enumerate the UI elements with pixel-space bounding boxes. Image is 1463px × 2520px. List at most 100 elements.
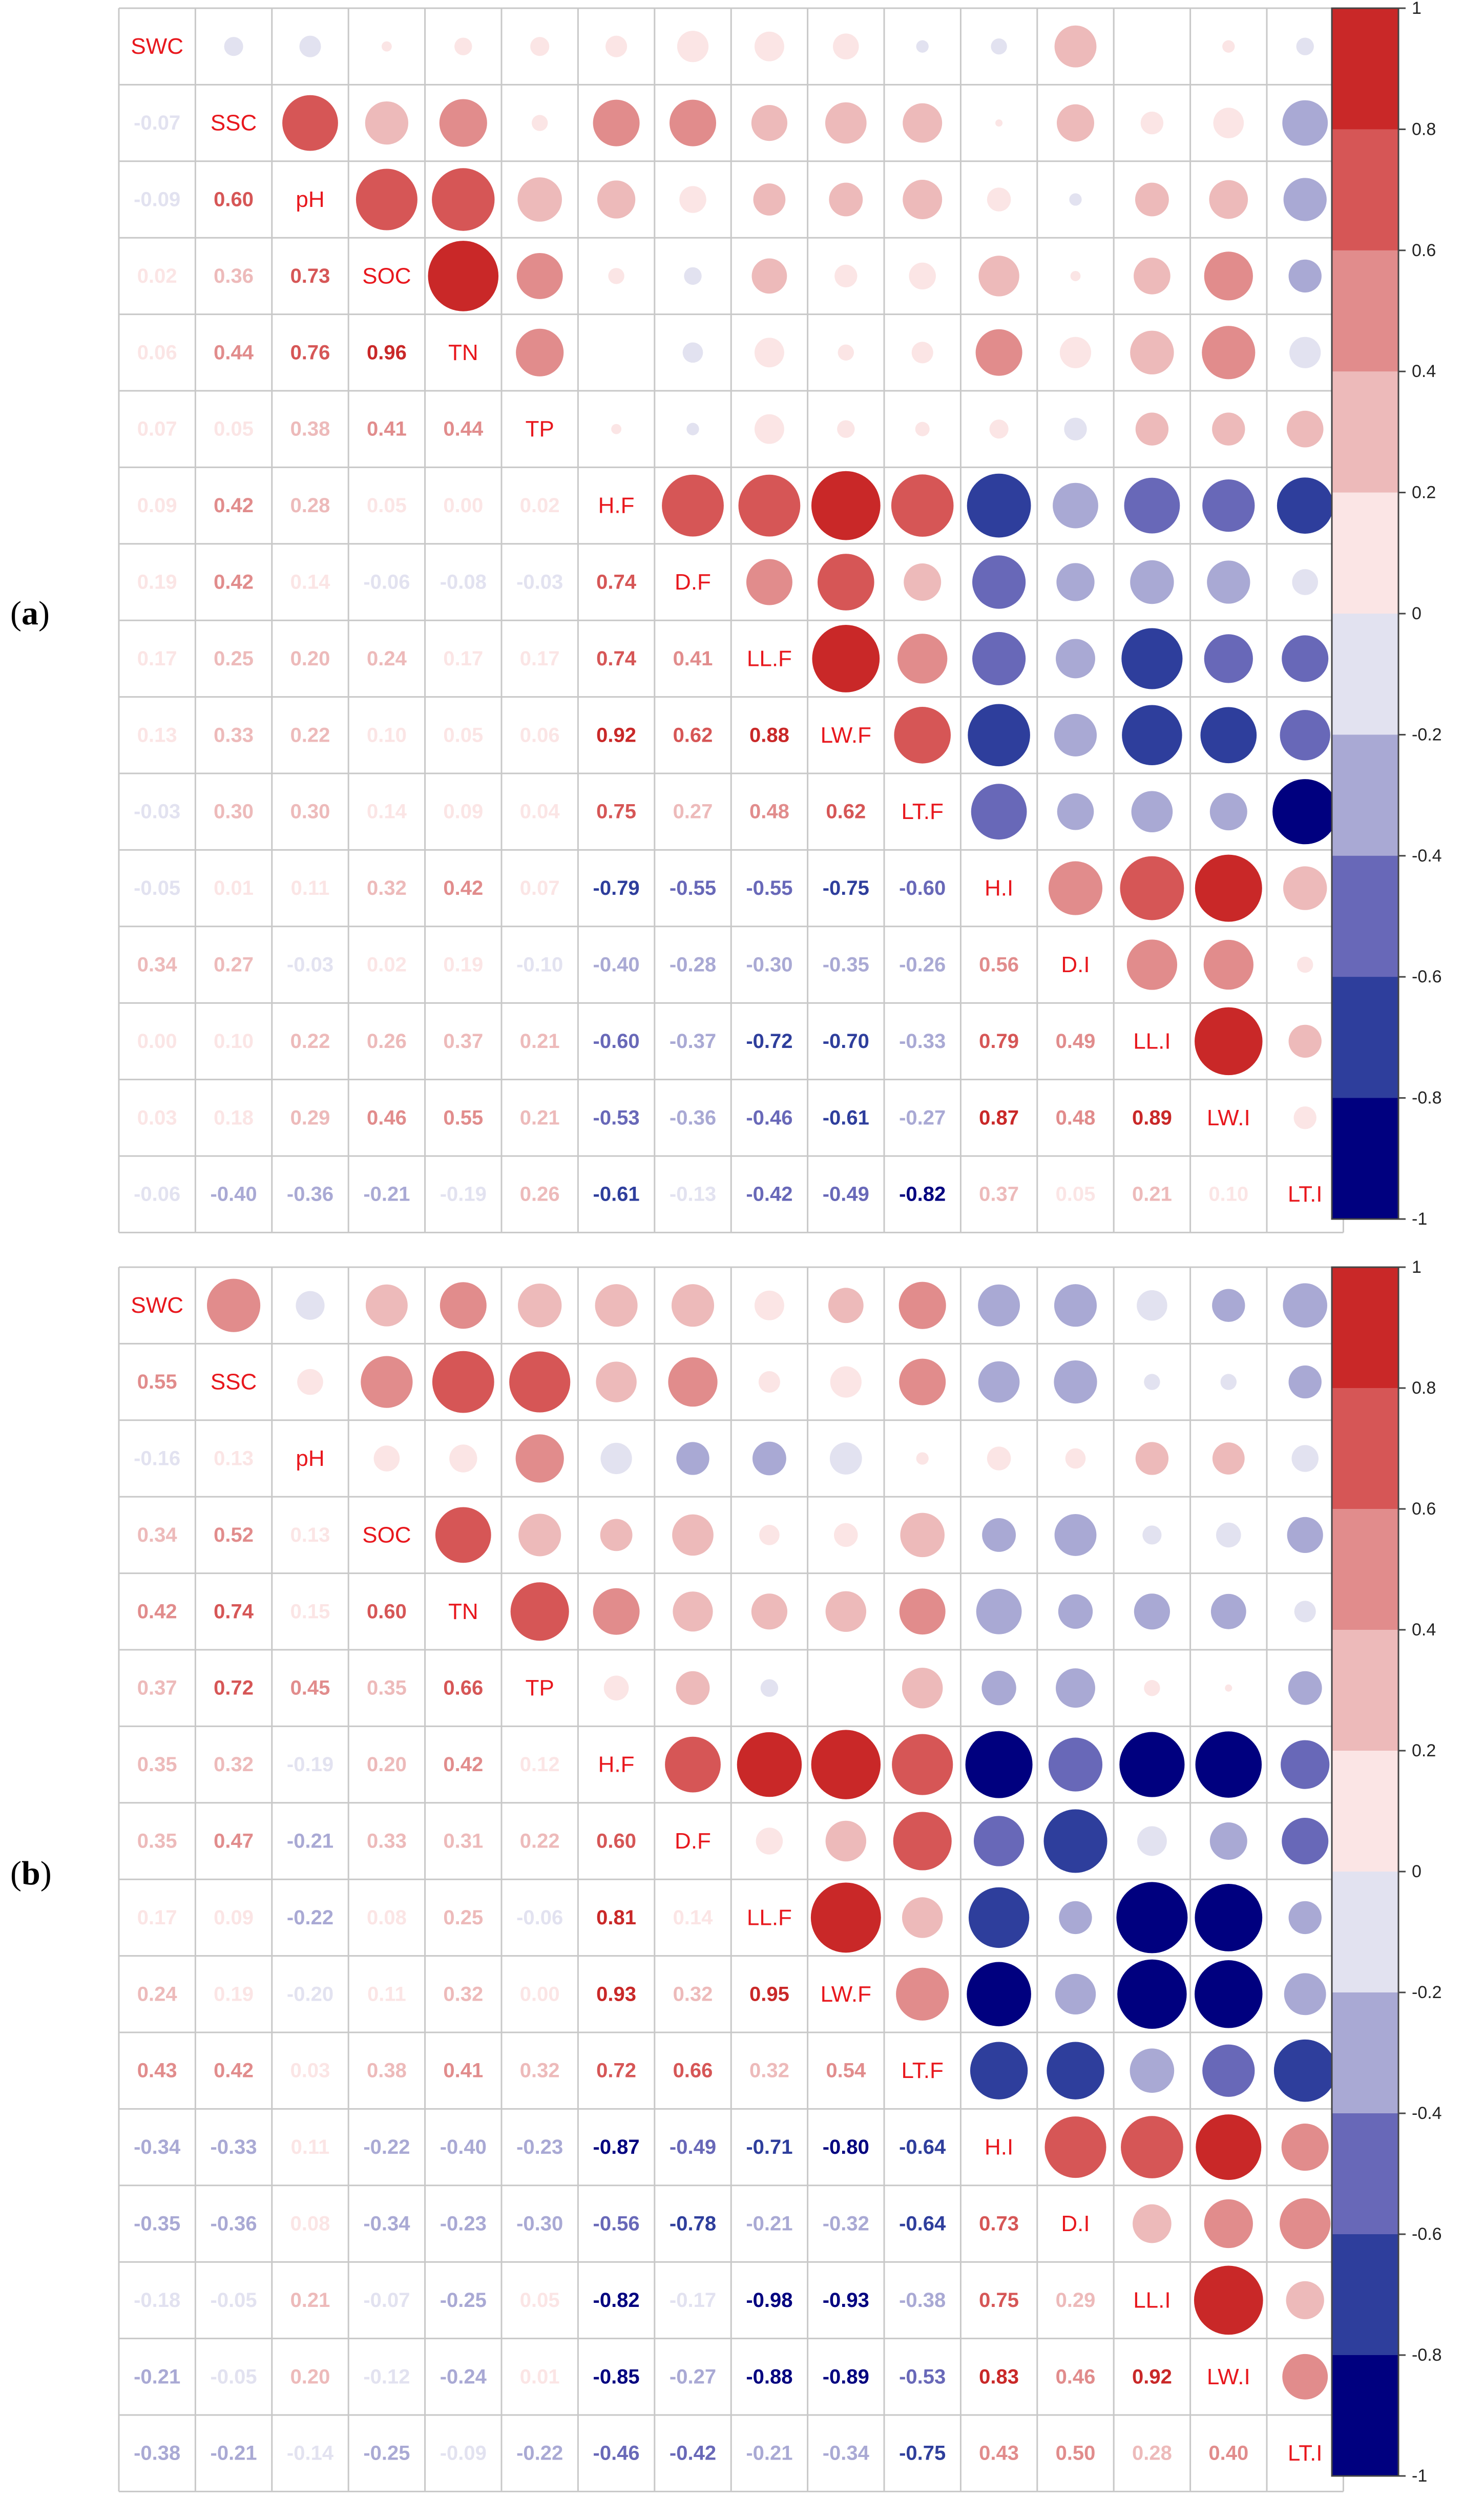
coefficient-label: 0.28 [290, 494, 330, 517]
coefficient-label: -0.40 [211, 1183, 257, 1206]
correlation-circle [517, 177, 562, 222]
coefficient-label: -0.21 [134, 2365, 180, 2388]
coefficient-label: 0.37 [979, 1183, 1019, 1206]
correlation-circle [509, 1351, 571, 1413]
correlation-circle [976, 1588, 1022, 1634]
correlation-circle [760, 1679, 779, 1697]
coefficient-label: -0.22 [363, 2136, 410, 2158]
coefficient-label: 0.73 [290, 265, 330, 287]
correlation-circle [432, 1351, 494, 1413]
coefficient-label: -0.36 [287, 1183, 333, 1206]
correlation-circle [995, 119, 1003, 127]
correlation-circle [669, 99, 717, 146]
correlation-circle [1288, 1901, 1322, 1935]
coefficient-label: 0.35 [137, 1753, 177, 1776]
diagonal-label-LL.I: LL.I [1133, 2287, 1171, 2313]
coefficient-label: -0.79 [593, 877, 640, 899]
coefficient-label: 0.19 [214, 1983, 254, 2005]
correlation-circle [1117, 1959, 1187, 2029]
correlation-circle [989, 419, 1009, 439]
coefficient-label: 0.19 [443, 954, 483, 976]
coefficient-label: 0.07 [137, 418, 177, 440]
coefficient-label: 0.25 [214, 647, 254, 670]
correlation-circle [900, 1513, 945, 1558]
correlation-circle [1195, 1960, 1263, 2028]
coefficient-label: -0.75 [899, 2442, 946, 2465]
coefficient-label: 0.89 [1132, 1106, 1172, 1129]
coefficient-label: 0.11 [367, 1983, 406, 2005]
correlation-circle [516, 253, 563, 299]
correlation-circle [596, 1361, 637, 1402]
correlation-circle [1209, 180, 1248, 219]
correlation-circle [981, 1671, 1016, 1706]
correlation-circle [1277, 477, 1333, 534]
coefficient-label: -0.42 [746, 1183, 792, 1206]
correlation-circle [1296, 37, 1314, 55]
correlation-circle [1124, 477, 1180, 534]
coefficient-label: -0.40 [440, 2136, 487, 2158]
coefficient-label: 0.73 [979, 2213, 1019, 2235]
correlation-circle [672, 1514, 714, 1556]
coefficient-label: -0.30 [746, 954, 792, 976]
coefficient-label: -0.93 [823, 2289, 869, 2312]
correlation-circle [1286, 2281, 1324, 2320]
correlation-circle [830, 1366, 862, 1398]
correlation-circle [593, 99, 640, 146]
colorbar-segment [1332, 1751, 1398, 1872]
diagonal-label-LL.F: LL.F [747, 1905, 792, 1930]
correlation-circle [679, 186, 706, 213]
correlation-circle [1054, 1360, 1097, 1404]
diagonal-label-D.F: D.F [675, 570, 711, 595]
coefficient-label: 0.87 [979, 1106, 1019, 1129]
coefficient-label: -0.61 [823, 1106, 869, 1129]
coefficient-label: 0.02 [520, 494, 560, 517]
correlation-panel-a: SWC-0.07 SSC-0.09 0.60 pH0.02 0.36 0.73 SOC0.0… [118, 0, 1442, 1233]
colorbar-tick-label: 0 [1412, 604, 1422, 623]
correlation-circle [1200, 707, 1257, 764]
coefficient-label: -0.34 [823, 2442, 870, 2465]
coefficient-label: 0.13 [290, 1524, 330, 1546]
coefficient-label: 0.43 [137, 2060, 177, 2082]
correlation-circle [975, 329, 1022, 376]
coefficient-label: -0.09 [134, 188, 180, 211]
coefficient-label: 0.62 [826, 801, 866, 823]
coefficient-label: -0.38 [899, 2289, 946, 2312]
coefficient-label: 0.46 [1056, 2365, 1096, 2388]
correlation-circle [1116, 1882, 1188, 1954]
coefficient-label: 0.32 [749, 2060, 789, 2082]
correlation-circle [1140, 111, 1164, 135]
correlation-circle [738, 474, 801, 537]
correlation-circle [751, 258, 787, 294]
coefficient-label: -0.64 [899, 2213, 946, 2235]
coefficient-label: 0.00 [137, 1030, 177, 1053]
coefficient-label: 0.44 [214, 341, 254, 364]
correlation-circle [297, 1369, 323, 1395]
coefficient-label: 0.17 [137, 1906, 177, 1929]
correlation-circle [1288, 1365, 1322, 1399]
correlation-circle [967, 1962, 1031, 2027]
coefficient-label: 0.32 [443, 1983, 483, 2005]
correlation-circle [978, 256, 1019, 297]
coefficient-label: 0.31 [443, 1830, 483, 1853]
colorbar-tick-label: 0.2 [1412, 1741, 1436, 1760]
correlation-circle [1283, 178, 1327, 221]
correlation-circle [1281, 1740, 1330, 1789]
coefficient-label: 0.50 [1056, 2442, 1096, 2465]
correlation-circle [1057, 104, 1094, 142]
coefficient-label: -0.80 [823, 2136, 869, 2158]
diagonal-label-pH: pH [296, 1446, 324, 1471]
correlation-circle [965, 1731, 1033, 1798]
correlation-circle [1057, 793, 1094, 830]
correlation-circle [1213, 108, 1244, 138]
coefficient-label: -0.06 [516, 1906, 563, 1929]
correlation-circle [516, 328, 564, 376]
correlation-circle [1289, 337, 1321, 368]
coefficient-label: -0.23 [516, 2136, 563, 2158]
coefficient-label: -0.12 [363, 2365, 410, 2388]
coefficient-label: 0.22 [520, 1830, 560, 1853]
coefficient-label: -0.08 [440, 571, 487, 594]
coefficient-label: -0.71 [746, 2136, 792, 2158]
correlation-circle [1054, 1284, 1097, 1327]
correlation-circle [903, 103, 943, 143]
